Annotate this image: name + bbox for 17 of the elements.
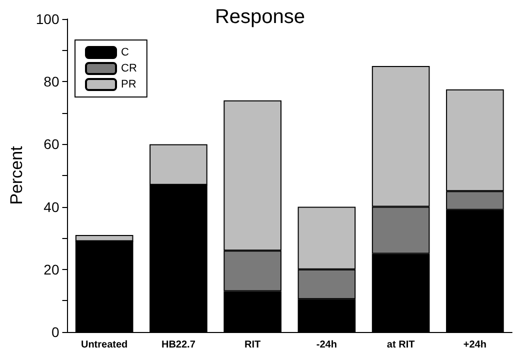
x-tick-label: -24h <box>316 340 337 350</box>
x-tick-label: at RIT <box>386 340 415 350</box>
x-tick-label: +24h <box>463 340 486 350</box>
x-tick-label: HB22.7 <box>161 340 196 350</box>
y-tick-label: 0 <box>51 324 60 340</box>
y-tick-label: 80 <box>44 74 60 90</box>
y-tick-label: 100 <box>36 11 60 27</box>
legend-label: C <box>121 46 129 58</box>
y-axis-title: Percent <box>7 146 26 205</box>
x-tick-label: Untreated <box>80 340 128 350</box>
y-tick-label: 60 <box>44 136 60 152</box>
legend-label: CR <box>121 62 137 74</box>
y-tick-label: 40 <box>44 198 60 215</box>
chart-title: Response <box>214 6 306 28</box>
y-tick-label: 20 <box>44 261 60 278</box>
legend-label: PR <box>121 78 136 90</box>
x-tick-label: RIT <box>244 340 261 350</box>
